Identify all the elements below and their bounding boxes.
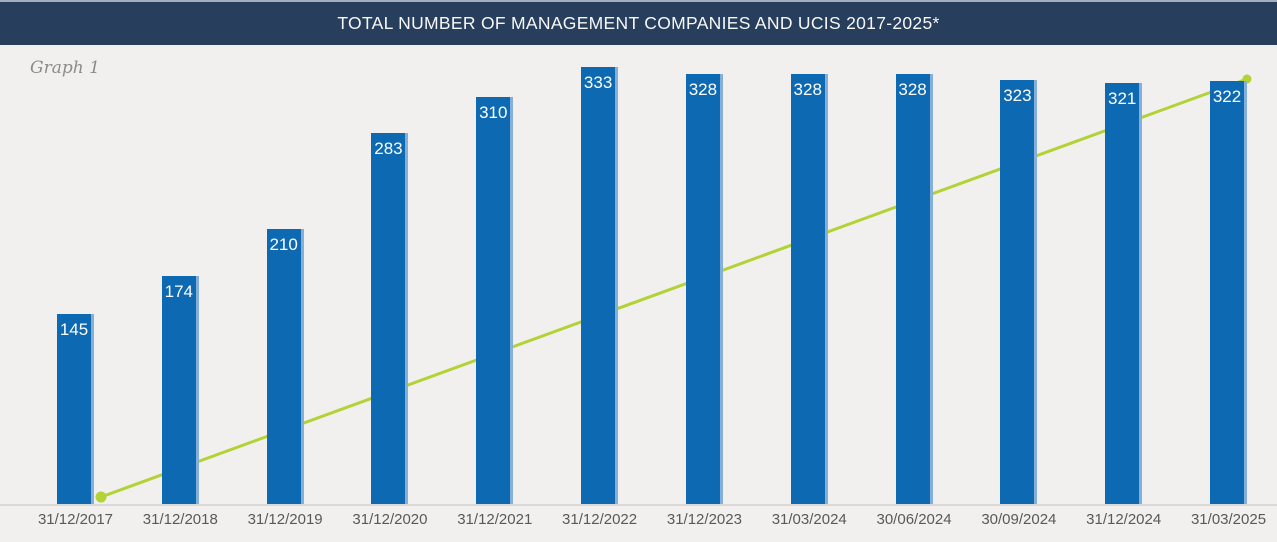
x-tick-label: 31/12/2023	[666, 511, 742, 528]
bar-value-label: 328	[898, 80, 927, 99]
chart-title: TOTAL NUMBER OF MANAGEMENT COMPANIES AND…	[337, 13, 940, 33]
bar-31/12/2020: 283	[371, 133, 409, 505]
bar-31/12/2022: 333	[581, 67, 619, 505]
graph-number-label: Graph 1	[30, 58, 100, 78]
bar-31/12/2018: 174	[161, 276, 199, 505]
bar-value-label: 145	[59, 320, 89, 339]
bar-value-label: 283	[374, 139, 403, 158]
chart-title-bar: TOTAL NUMBER OF MANAGEMENT COMPANIES AND…	[0, 2, 1277, 45]
x-tick-label: 31/12/2022	[562, 511, 638, 528]
x-tick-label: 31/03/2024	[771, 511, 847, 528]
top-accent-line	[0, 0, 1277, 2]
bar-30/09/2024: 323	[1000, 80, 1038, 505]
trend-line-start-marker	[95, 491, 107, 503]
x-tick-label: 31/03/2025	[1190, 511, 1267, 528]
x-tick-label: 30/09/2024	[981, 511, 1057, 528]
bar-value-label: 321	[1108, 89, 1137, 108]
bar-31/03/2025: 322	[1210, 81, 1248, 505]
x-tick-label: 31/12/2017	[37, 511, 114, 528]
x-tick-label: 31/12/2024	[1086, 511, 1162, 528]
bar-value-label: 323	[1003, 86, 1032, 105]
x-tick-label: 31/12/2018	[142, 511, 218, 528]
bar-value-label: 210	[269, 235, 298, 254]
bar-value-label: 310	[479, 103, 508, 122]
x-tick-label: 31/12/2019	[247, 511, 323, 528]
bar-31/12/2019: 210	[266, 229, 304, 505]
bar-30/06/2024: 328	[895, 74, 933, 505]
x-axis-line	[0, 504, 1277, 506]
x-tick-label: 31/12/2020	[352, 511, 428, 528]
bar-31/12/2023: 328	[685, 74, 723, 505]
bar-31/12/2017: 145	[57, 314, 94, 505]
bar-value-label: 328	[688, 80, 718, 99]
x-tick-label: 31/12/2021	[457, 511, 533, 528]
bar-value-label: 174	[164, 282, 193, 301]
bar-31/12/2024: 321	[1105, 83, 1143, 505]
x-tick-label: 30/06/2024	[876, 511, 952, 528]
bar-value-label: 328	[793, 80, 822, 99]
bar-31/03/2024: 328	[790, 74, 828, 505]
bar-value-label: 333	[583, 73, 613, 92]
bar-31/12/2021: 310	[476, 97, 514, 505]
bar-value-label: 322	[1212, 87, 1242, 106]
